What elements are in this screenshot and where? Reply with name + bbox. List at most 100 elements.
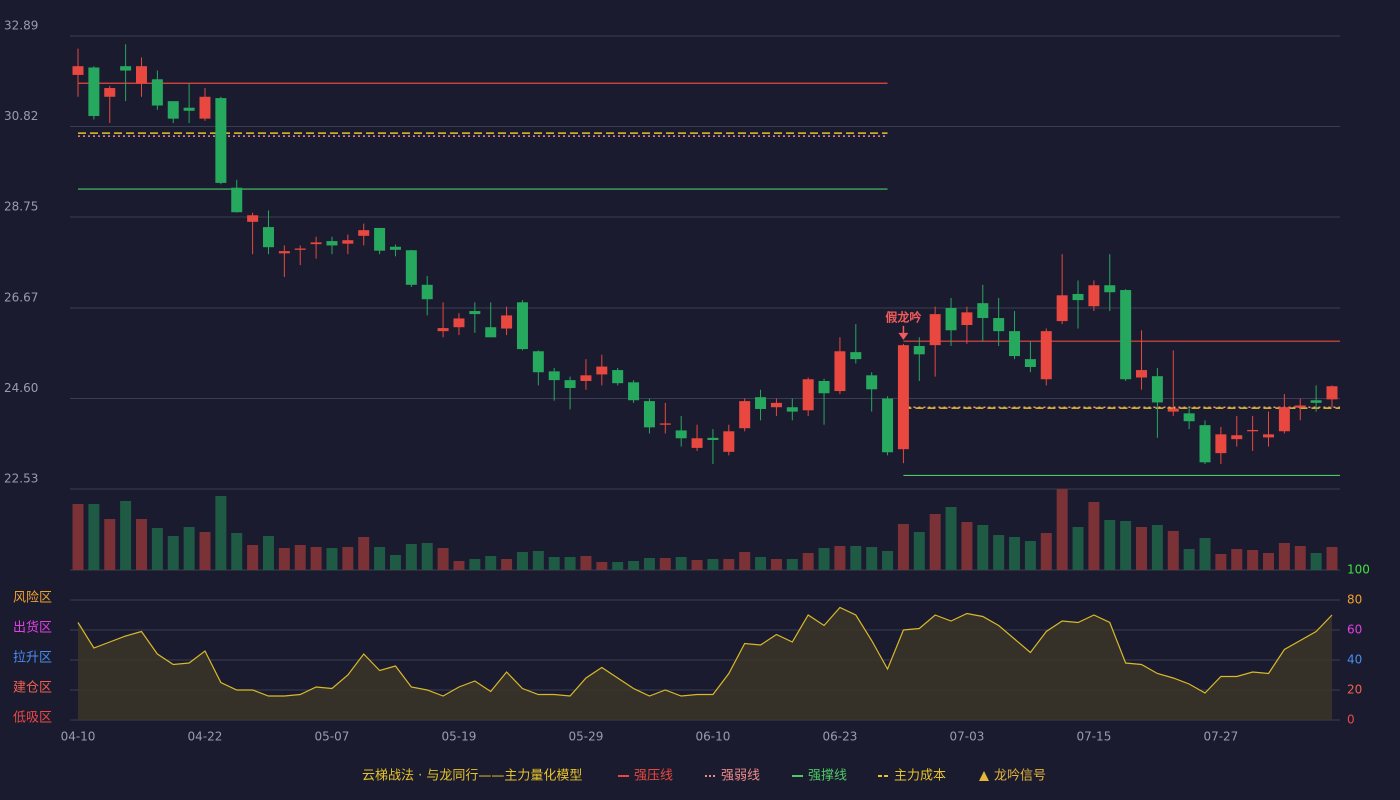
volume-bar — [167, 536, 179, 570]
candle-body — [643, 401, 655, 428]
volume-bar — [1136, 527, 1148, 570]
candle-body — [151, 79, 163, 106]
legend-label: 强弱线 — [721, 769, 760, 784]
candle-body — [183, 107, 195, 111]
legend-label: 龙吟信号 — [994, 768, 1046, 784]
y-tick-label: 28.75 — [4, 200, 38, 214]
volume-bar — [1088, 502, 1100, 570]
candle-body — [723, 431, 735, 452]
candle-body — [278, 251, 290, 254]
annotation-arrow-head — [898, 332, 909, 340]
candle-body — [421, 284, 433, 300]
candle-body — [1009, 331, 1021, 357]
candle-body — [437, 328, 449, 332]
volume-bar — [770, 559, 782, 570]
candle-body — [1263, 434, 1275, 438]
volume-bar — [866, 547, 878, 570]
volume-bar — [707, 559, 719, 570]
candle-body — [612, 370, 624, 384]
indicator-line — [77, 606, 1333, 697]
candle-body — [691, 438, 703, 448]
candle-body — [215, 98, 227, 183]
candle-body — [469, 311, 481, 315]
volume-bar — [501, 559, 513, 570]
volume-bar — [993, 535, 1005, 570]
volume-bar — [1151, 525, 1163, 570]
volume-bar — [104, 519, 116, 570]
volume-bar — [437, 548, 449, 570]
y-tick-label: 26.67 — [4, 290, 38, 304]
candle-body — [72, 66, 84, 75]
candle-body — [135, 66, 147, 84]
candle-body — [247, 215, 259, 222]
x-tick-label: 07-27 — [1203, 730, 1238, 744]
candle-body — [548, 371, 560, 381]
volume-bar — [850, 546, 862, 570]
volume-bar — [612, 562, 624, 570]
volume-bar — [421, 543, 433, 570]
volume-bar — [485, 556, 497, 570]
candle-body — [167, 101, 179, 119]
volume-bar — [1104, 520, 1116, 570]
volume-bar — [659, 558, 671, 570]
volume-bar — [310, 547, 322, 570]
candle-body — [405, 250, 417, 285]
volume-bar — [516, 552, 528, 570]
candle-body — [802, 379, 814, 411]
volume-bar — [1167, 531, 1179, 570]
zone-label: 出货区 — [13, 620, 52, 636]
volume-bar — [342, 547, 354, 570]
volume-bar — [564, 557, 576, 570]
volume-bar — [1056, 489, 1068, 570]
volume-bar — [1294, 546, 1306, 570]
candle-body — [834, 351, 846, 392]
candle-body — [897, 345, 909, 450]
indicator-tick-label: 60 — [1347, 623, 1362, 637]
candle-body — [1024, 359, 1036, 368]
candle-body — [1215, 434, 1227, 454]
volume-bar — [786, 559, 798, 570]
indicator-tick-label: 100 — [1347, 563, 1370, 577]
y-tick-label: 32.89 — [4, 19, 38, 33]
x-tick-label: 07-15 — [1076, 730, 1111, 744]
volume-bar — [755, 557, 767, 570]
zone-label: 低吸区 — [13, 711, 52, 726]
y-tick-label: 30.82 — [4, 109, 38, 123]
candle-body — [945, 307, 957, 331]
indicator-tick-label: 40 — [1347, 653, 1362, 667]
x-tick-label: 06-23 — [822, 730, 857, 744]
volume-bar — [389, 555, 401, 570]
zone-label: 建仓区 — [13, 681, 52, 696]
candle-body — [707, 437, 719, 441]
candle-body — [1151, 376, 1163, 403]
candle-body — [501, 315, 513, 329]
volume-bar — [1072, 527, 1084, 570]
volume-bar — [691, 560, 703, 570]
volume-bar — [818, 548, 830, 570]
candle-body — [104, 88, 116, 97]
candle-body — [1136, 370, 1148, 378]
volume-bar — [262, 536, 274, 570]
volume-bar — [294, 545, 306, 570]
candle-body — [1167, 408, 1179, 412]
volume-bar — [183, 527, 195, 570]
candle-body — [1120, 290, 1132, 380]
volume-bar — [802, 553, 814, 570]
candle-body — [929, 314, 941, 346]
x-tick-label: 04-22 — [188, 730, 223, 744]
candle-body — [326, 241, 338, 246]
candle-body — [628, 382, 640, 401]
volume-bar — [1231, 549, 1243, 570]
volume-bar — [1278, 543, 1290, 570]
candle-body — [1072, 293, 1084, 301]
candle-body — [1104, 285, 1116, 293]
volume-bar — [453, 561, 465, 570]
candle-body — [739, 401, 751, 429]
candle-body — [231, 187, 243, 213]
x-tick-label: 07-03 — [949, 730, 984, 744]
volume-bar — [945, 507, 957, 570]
legend-label: 强压线 — [634, 769, 673, 784]
legend-title: 云梯战法 · 与龙同行——主力量化模型 — [362, 769, 582, 784]
x-tick-label: 05-19 — [442, 730, 477, 744]
y-tick-label: 24.60 — [4, 381, 38, 395]
